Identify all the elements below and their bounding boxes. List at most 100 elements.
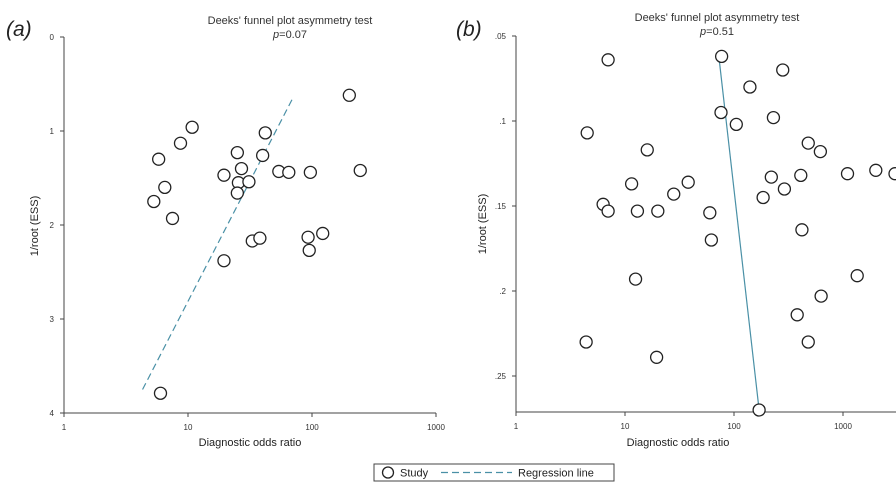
panel-b-p-value: p=0.51 (699, 26, 734, 38)
panel-a-x-label: Diagnostic odds ratio (199, 437, 302, 449)
panel-b-title: Deeks' funnel plot asymmetry test (635, 12, 800, 24)
panel-a-study-point (153, 386, 168, 400)
panel-a-y-tick-label: 3 (50, 315, 55, 324)
panel-b-study-point (628, 272, 643, 286)
panel-b-study-point (624, 177, 639, 191)
panel-b-study-point (801, 335, 815, 349)
panel-b-study-point (776, 63, 790, 77)
panel-b-study-point (850, 269, 864, 283)
panel-a-y-tick-label: 0 (50, 33, 55, 42)
panel-a-regression-line (142, 97, 294, 390)
panel-b-study-point (681, 175, 695, 189)
panel-b-x-tick-label: 10 (621, 422, 630, 431)
panel-a-x-tick-label: 100 (305, 423, 319, 432)
panel-a-study-point (234, 161, 249, 176)
panel-b-study-point (743, 80, 757, 94)
panel-b-study-point (814, 289, 828, 303)
panel-b-study-point (703, 206, 717, 220)
legend-box (373, 463, 615, 482)
panel-b-study-point (790, 308, 804, 322)
panel-a-y-tick-label: 4 (50, 409, 55, 418)
panel-a-p-value: p=0.07 (272, 29, 307, 41)
panel-b-study-point (601, 53, 615, 67)
panel-a-study-point (147, 194, 161, 209)
panel-a-study-point (217, 254, 231, 268)
panel-b-study-point (667, 187, 681, 201)
panel-b-y-tick-label: .2 (499, 287, 506, 296)
panel-b-study-point (777, 182, 792, 196)
panel-a-study-point (185, 120, 199, 134)
panel-a-study-point (230, 186, 244, 200)
panel-a-y-tick-label: 1 (50, 127, 55, 136)
panel-a-study-point (230, 145, 244, 160)
panel-b-study-point (580, 126, 594, 140)
panel-b-study-point (729, 117, 743, 132)
panel-b-study-point (756, 190, 770, 205)
panel-a-p-label: p (272, 29, 279, 41)
panel-b-study-point (801, 136, 815, 150)
panel-b-chart: (b) Deeks' funnel plot asymmetry test p=… (456, 12, 896, 449)
panel-b-x-tick-label: 1000 (834, 422, 852, 431)
panel-a-study-point (253, 231, 267, 245)
panel-a-x-tick-label: 10 (184, 423, 193, 432)
panel-b-study-point (704, 233, 719, 247)
panel-a-study-point (342, 88, 356, 102)
panel-a-x-ticks: 1 10 100 1000 (62, 413, 445, 432)
panel-b-study-point (766, 110, 781, 125)
panel-b-study-point (640, 143, 654, 157)
panel-a-study-point (152, 152, 166, 166)
panel-b-study-point (764, 170, 778, 184)
legend-study-label: Study (400, 468, 429, 480)
panel-a-study-point (302, 243, 316, 258)
legend: Study Regression line (373, 463, 615, 482)
panel-a-letter: (a) (6, 18, 32, 41)
legend-regression-label: Regression line (518, 468, 594, 480)
panel-b-x-tick-label: 100 (727, 422, 741, 431)
panel-a-study-point (242, 175, 256, 189)
panel-b-study-point (649, 350, 664, 364)
panel-a-p-number: =0.07 (279, 29, 307, 41)
panel-a-study-point (256, 148, 270, 163)
panel-b-study-point (579, 335, 593, 349)
panel-a-study-point (303, 165, 318, 180)
panel-a-x-tick-label: 1 (62, 423, 67, 432)
panel-b-study-point (752, 403, 766, 417)
panel-b-study-point (813, 144, 828, 159)
panel-b-points (579, 49, 896, 417)
panel-b-x-ticks: 1 10 100 1000 (514, 412, 852, 431)
panel-b-study-point (714, 49, 729, 64)
panel-b-p-label: p (699, 26, 706, 38)
panel-b-regression-line (717, 52, 760, 411)
panel-b-study-point (630, 204, 645, 218)
panel-b-letter: (b) (456, 18, 482, 41)
panel-a-study-point (316, 226, 330, 241)
panel-a-title: Deeks' funnel plot asymmetry test (208, 15, 373, 27)
panel-b-study-point (869, 163, 883, 177)
panel-a-study-point (158, 180, 172, 195)
panel-b-y-tick-label: .1 (499, 117, 506, 126)
panel-b-study-point (795, 223, 809, 237)
panel-b-study-point (888, 167, 896, 181)
panel-a-y-ticks: 0 1 2 3 4 (50, 33, 64, 418)
panel-a-study-point (173, 136, 188, 150)
panel-a-points (147, 88, 367, 400)
panel-a-study-point (258, 126, 272, 140)
panel-a-y-tick-label: 2 (50, 221, 55, 230)
panel-a-study-point (282, 165, 296, 180)
panel-b-study-point (601, 204, 615, 218)
panel-b-y-ticks: .05 .1 .15 .2 .25 (495, 32, 516, 381)
panel-a-study-point (165, 211, 180, 226)
panel-a-chart: (a) Deeks' funnel plot asymmetry test p=… (6, 15, 445, 449)
panel-b-y-label: 1/root (ESS) (477, 194, 489, 255)
panel-b-study-point (840, 167, 855, 181)
panel-b-y-tick-label: .25 (495, 372, 507, 381)
panel-b-study-point (714, 105, 728, 120)
panel-a-y-label: 1/root (ESS) (29, 196, 41, 257)
panel-b-x-label: Diagnostic odds ratio (627, 437, 730, 449)
panel-b-p-number: =0.51 (706, 26, 734, 38)
panel-b-x-tick-label: 1 (514, 422, 519, 431)
panel-a-x-tick-label: 1000 (427, 423, 445, 432)
panel-a-study-point (217, 168, 231, 182)
legend-study-marker (381, 466, 395, 479)
